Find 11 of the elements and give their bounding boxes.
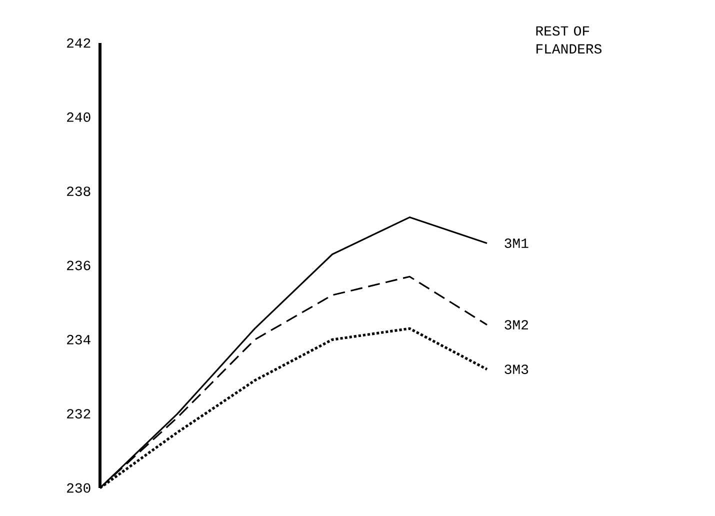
y-tick-label: 232	[67, 409, 90, 419]
y-tick-label: 238	[67, 186, 90, 196]
y-tick-label: 236	[67, 260, 90, 270]
y-tick-label: 230	[67, 483, 90, 493]
y-tick-label: 240	[67, 112, 90, 122]
series-label: 3M3	[504, 364, 528, 374]
series-label: 3M2	[504, 320, 528, 330]
y-tick-label: 242	[67, 38, 90, 48]
series-label: 3M1	[504, 238, 528, 248]
text: REST OF FLANDERS	[536, 26, 602, 54]
y-tick-label: 234	[67, 334, 90, 344]
